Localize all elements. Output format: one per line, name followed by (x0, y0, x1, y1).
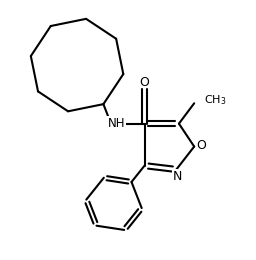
Text: O: O (196, 139, 206, 152)
Text: NH: NH (108, 117, 125, 130)
Text: N: N (173, 170, 182, 183)
Text: O: O (140, 76, 150, 89)
Text: CH$_3$: CH$_3$ (204, 94, 227, 107)
